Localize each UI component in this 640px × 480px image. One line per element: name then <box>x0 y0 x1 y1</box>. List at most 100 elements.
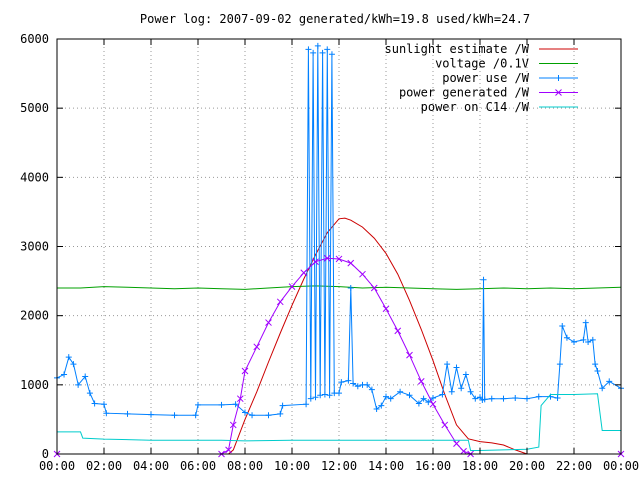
data-point <box>373 406 380 413</box>
data-point <box>370 284 378 292</box>
legend-label: power use /W <box>442 71 529 85</box>
data-point <box>75 381 82 388</box>
data-point <box>368 386 375 393</box>
x-tick-label: 00:00 <box>603 459 639 473</box>
data-point <box>383 393 389 400</box>
data-point <box>277 410 284 417</box>
data-point <box>303 401 310 408</box>
data-point <box>359 270 366 278</box>
data-point <box>460 447 467 455</box>
series-voltage-0-1v <box>57 285 622 290</box>
data-point <box>563 334 570 341</box>
data-point <box>124 410 131 417</box>
data-point <box>265 412 272 419</box>
data-point <box>585 338 592 345</box>
y-tick-label: 5000 <box>20 101 49 115</box>
series-line <box>57 393 621 451</box>
data-point <box>592 361 599 368</box>
legend-label: power on C14 /W <box>421 100 530 114</box>
y-tick-label: 0 <box>42 447 49 461</box>
x-tick-label: 04:00 <box>133 459 169 473</box>
x-tick-label: 02:00 <box>86 459 122 473</box>
data-point <box>65 354 72 361</box>
data-point <box>453 364 460 371</box>
data-point <box>171 412 178 419</box>
y-tick-label: 2000 <box>20 309 49 323</box>
data-point <box>310 49 317 56</box>
data-point <box>225 446 232 454</box>
data-point <box>229 421 237 429</box>
data-point <box>218 401 225 408</box>
legend-label: power generated /W <box>399 86 530 100</box>
axes: 0 1000 2000 3000 4000 5000 6000 00:00 02:00 04:00… <box>20 32 639 473</box>
data-point <box>70 361 77 368</box>
data-point <box>300 269 308 277</box>
data-point <box>347 285 354 291</box>
data-point <box>354 383 361 390</box>
data-point <box>453 440 460 447</box>
data-point <box>279 402 286 409</box>
data-point <box>82 373 89 380</box>
data-point <box>319 49 326 56</box>
data-point <box>444 361 451 368</box>
x-tick-label: 06:00 <box>180 459 216 473</box>
data-point <box>242 409 248 416</box>
legend-label: voltage /0.1V <box>435 57 529 71</box>
data-point <box>265 319 272 326</box>
x-tick-label: 18:00 <box>462 459 498 473</box>
data-point <box>417 378 425 385</box>
data-point <box>512 394 519 401</box>
data-point <box>307 395 314 402</box>
data-point <box>582 319 589 326</box>
legend-marker <box>555 89 562 96</box>
data-point <box>86 390 93 397</box>
data-point <box>253 343 261 351</box>
data-point <box>323 254 331 262</box>
data-point <box>101 401 107 408</box>
data-point <box>350 380 357 387</box>
data-point <box>338 379 345 386</box>
y-tick-label: 6000 <box>20 32 49 46</box>
data-point <box>394 327 402 335</box>
data-point <box>439 391 446 398</box>
x-tick-label: 10:00 <box>274 459 310 473</box>
data-point <box>312 394 319 401</box>
data-point <box>606 378 613 385</box>
data-point <box>406 351 413 359</box>
data-point <box>441 421 449 429</box>
data-point <box>480 276 487 283</box>
data-point <box>488 395 495 402</box>
data-point <box>599 385 606 392</box>
series-power-on-c14-w <box>57 393 621 451</box>
x-tick-label: 22:00 <box>556 459 592 473</box>
data-point <box>462 371 469 378</box>
data-point <box>321 391 328 398</box>
x-tick-label: 16:00 <box>415 459 451 473</box>
data-point <box>236 395 244 403</box>
series-line <box>57 285 622 290</box>
x-tick-label: 20:00 <box>509 459 545 473</box>
data-point <box>345 377 352 384</box>
data-point <box>61 371 68 378</box>
series-line <box>57 217 621 455</box>
x-tick-label: 14:00 <box>368 459 404 473</box>
data-point <box>556 361 563 368</box>
data-point <box>415 400 422 407</box>
data-point <box>148 411 154 418</box>
series-sunlight-estimate-w <box>57 217 621 455</box>
data-point <box>364 381 371 388</box>
series-layer <box>53 42 625 458</box>
data-point <box>589 336 596 343</box>
data-point <box>336 390 342 397</box>
chart-title: Power log: 2007-09-02 generated/kWh=19.8… <box>140 12 530 26</box>
data-point <box>481 396 488 403</box>
data-point <box>195 401 201 408</box>
data-point <box>378 402 385 409</box>
data-point <box>406 392 413 399</box>
series-power-generated-w <box>53 254 625 458</box>
data-point <box>429 400 437 408</box>
data-point <box>347 259 355 267</box>
data-point <box>326 392 333 399</box>
data-point <box>387 395 394 402</box>
